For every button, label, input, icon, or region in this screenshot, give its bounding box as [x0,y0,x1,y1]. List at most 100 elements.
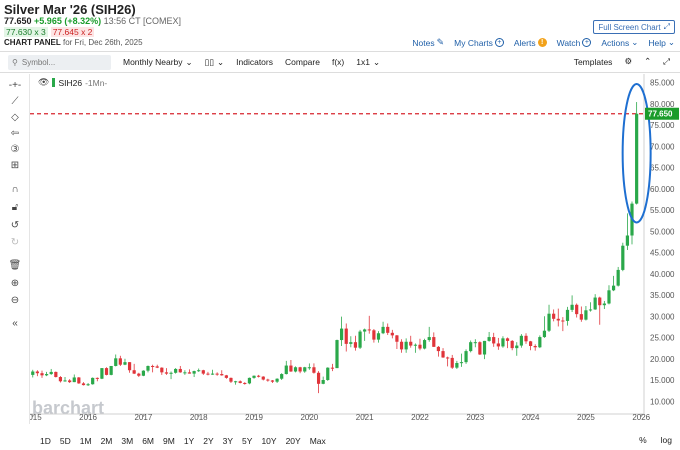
help-label: Help [648,37,666,48]
chart-panel-label: CHART PANEL for Fri, Dec 26th, 2025 [4,38,143,47]
lock-tool-icon[interactable]: 🔓︎ [11,202,19,213]
candle-body [561,320,565,322]
indicators-button[interactable]: Indicators [236,57,273,67]
candle-body [109,365,113,375]
range-button-5y[interactable]: 5Y [242,436,253,446]
y-tick-label: 45.000 [650,249,675,258]
range-button-10y[interactable]: 10Y [261,436,277,446]
function-button[interactable]: f(x) [331,57,345,67]
trendline-tool-icon[interactable]: ⟋ [11,96,19,107]
actions-menu[interactable]: Actions ⌄ [601,37,638,48]
arrow-tool-icon[interactable]: ⇦ [10,128,20,139]
templates-button[interactable]: Templates [573,56,613,67]
candle-body [409,341,413,346]
candle-body [330,367,335,369]
candle-body [86,384,90,386]
range-button-9m[interactable]: 9M [163,436,175,446]
last-price: 77.650 [4,16,32,26]
redo-icon[interactable]: ↻ [10,237,20,248]
magnet-tool-icon[interactable]: ∩ [11,184,19,195]
shape-tool-icon[interactable]: ◇ [11,112,19,123]
candle-body [492,337,496,344]
zoom-in-icon[interactable]: ⊕ [10,278,20,289]
undo-icon[interactable]: ↺ [10,220,20,231]
collapse-up-icon[interactable]: ⌃ [644,56,652,66]
symbol-search-input[interactable]: ⚲ Symbol... [8,54,111,70]
alerts-link[interactable]: Alerts! [514,38,547,48]
candle-body [386,326,390,333]
settings-gear-icon[interactable]: ⚙ [624,56,633,66]
range-button-max[interactable]: Max [309,436,326,446]
x-tick-label: 2019 [245,413,263,422]
eye-icon[interactable]: 👁︎ [38,77,50,87]
notes-link[interactable]: Notes ✎ [412,37,444,48]
candle-body [210,373,215,375]
candle-body [547,313,551,331]
range-button-1m[interactable]: 1M [79,436,92,446]
range-button-2m[interactable]: 2M [100,436,113,446]
period-select[interactable]: Monthly Nearby ⌄ [123,57,193,68]
candle-body [469,342,473,352]
my-charts-link[interactable]: My Charts + [454,38,504,48]
candle-body [303,367,307,372]
candle-body [206,373,210,375]
zoom-out-icon[interactable]: ⊖ [10,295,20,306]
x-tick-label: 2017 [134,413,152,422]
candle-body [344,328,348,344]
range-button-3y[interactable]: 3Y [222,436,234,446]
candle-body [316,372,321,384]
price-chart[interactable]: barchart 10.000 15.000 20.000 25.000 30.000 3… [24,74,680,424]
counter-tool-icon[interactable]: ③ [10,144,20,155]
candle-body [307,367,311,369]
help-link[interactable]: Help ⌄ [648,37,675,48]
symbol-placeholder: Symbol... [21,57,56,67]
range-button-5d[interactable]: 5D [59,436,71,446]
candle-body [95,377,99,379]
candle-body [510,340,514,349]
range-button-1y[interactable]: 1Y [183,436,195,446]
chart-type-select[interactable]: ▯▯ ⌄ [205,57,224,68]
y-tick-label: 35.000 [650,291,675,300]
range-button-6m[interactable]: 6M [142,436,154,446]
range-button-1d[interactable]: 1D [40,436,51,446]
candle-body [422,340,427,349]
chevron-down-icon: ⌄ [631,37,639,47]
x-tick-label: 2016 [79,413,97,422]
candle-body [247,377,252,384]
range-button-3m[interactable]: 3M [121,436,134,446]
candle-body [229,377,233,382]
log-toggle[interactable]: log [660,435,672,445]
x-tick-label: 2021 [356,413,374,422]
range-button-20y[interactable]: 20Y [285,436,301,446]
x-tick-label: 2023 [466,413,484,422]
candle-body [473,342,477,344]
candle-body [298,367,302,372]
range-button-2y[interactable]: 2Y [203,436,214,446]
candle-body [132,370,136,374]
candle-body [123,362,127,365]
layout-select[interactable]: 1x1 ⌄ [356,57,380,68]
full-screen-chart-button[interactable]: Full Screen Chart ⤢ [593,20,675,34]
candle-body [399,341,404,350]
candle-body [220,374,224,376]
collapse-sidebar-icon[interactable]: « [12,318,18,329]
candle-body [478,342,482,355]
panel-title: CHART PANEL [4,38,61,47]
y-tick-label: 70.000 [650,142,675,151]
percent-toggle[interactable]: % [639,435,647,445]
candle-body [588,309,593,311]
y-tick-label: 30.000 [650,312,675,321]
compare-button[interactable]: Compare [285,57,320,67]
fullscreen-expand-icon[interactable]: ⤢ [663,56,670,66]
candle-body [482,340,487,355]
search-icon: ⚲ [12,57,18,67]
crosshair-tool-icon[interactable]: -+- [8,80,22,91]
measure-tool-icon[interactable]: ⊞ [10,160,20,171]
watch-link[interactable]: Watch + [557,38,592,48]
candle-body [542,330,547,338]
candle-body [349,342,353,344]
quote-header: Silver Mar '26 (SIH26) 77.650 +5.965 (+8… [0,0,680,50]
candle-body [35,371,39,374]
candle-body [141,370,145,376]
trash-icon[interactable]: 🗑︎ [8,260,22,271]
